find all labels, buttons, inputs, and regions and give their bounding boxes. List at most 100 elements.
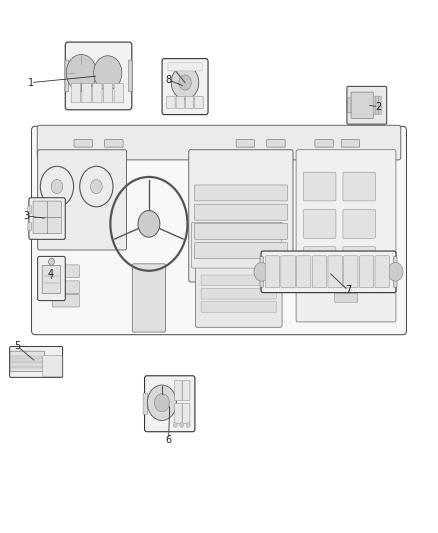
Bar (12, 356, 42, 359)
FancyBboxPatch shape (328, 256, 342, 288)
FancyBboxPatch shape (267, 140, 285, 147)
FancyBboxPatch shape (297, 256, 311, 288)
FancyBboxPatch shape (33, 201, 47, 217)
FancyBboxPatch shape (71, 83, 81, 103)
FancyBboxPatch shape (168, 63, 202, 71)
Text: 3: 3 (23, 211, 29, 221)
FancyBboxPatch shape (143, 393, 148, 415)
FancyBboxPatch shape (315, 140, 333, 147)
FancyBboxPatch shape (343, 172, 375, 201)
Circle shape (138, 211, 160, 237)
FancyBboxPatch shape (195, 96, 203, 108)
FancyBboxPatch shape (82, 83, 91, 103)
FancyBboxPatch shape (28, 206, 32, 213)
FancyBboxPatch shape (394, 256, 397, 287)
FancyBboxPatch shape (351, 92, 373, 118)
FancyBboxPatch shape (189, 150, 293, 282)
FancyBboxPatch shape (296, 264, 396, 322)
FancyBboxPatch shape (375, 256, 389, 288)
FancyBboxPatch shape (183, 403, 190, 424)
FancyBboxPatch shape (105, 140, 123, 147)
FancyBboxPatch shape (32, 126, 406, 335)
FancyBboxPatch shape (296, 150, 396, 282)
FancyBboxPatch shape (43, 356, 62, 377)
FancyBboxPatch shape (10, 346, 63, 377)
Circle shape (388, 263, 403, 281)
FancyBboxPatch shape (185, 96, 194, 108)
FancyBboxPatch shape (201, 302, 276, 312)
FancyBboxPatch shape (47, 201, 61, 217)
FancyBboxPatch shape (38, 256, 65, 301)
Circle shape (173, 423, 177, 427)
Text: 4: 4 (47, 270, 53, 279)
FancyBboxPatch shape (373, 96, 376, 115)
FancyBboxPatch shape (38, 150, 127, 250)
Circle shape (155, 393, 170, 412)
FancyBboxPatch shape (260, 256, 263, 287)
FancyBboxPatch shape (343, 209, 375, 238)
FancyBboxPatch shape (176, 96, 184, 108)
FancyBboxPatch shape (343, 247, 375, 276)
FancyBboxPatch shape (47, 217, 61, 234)
FancyBboxPatch shape (103, 83, 113, 103)
FancyBboxPatch shape (261, 251, 396, 293)
FancyBboxPatch shape (191, 222, 282, 268)
Text: 1: 1 (28, 78, 34, 87)
FancyBboxPatch shape (281, 256, 295, 288)
FancyBboxPatch shape (194, 204, 287, 220)
Bar (12, 361, 42, 364)
FancyBboxPatch shape (145, 376, 195, 432)
FancyBboxPatch shape (42, 265, 61, 294)
FancyBboxPatch shape (236, 140, 254, 147)
Circle shape (94, 56, 122, 90)
FancyBboxPatch shape (194, 185, 287, 201)
FancyBboxPatch shape (194, 243, 287, 259)
FancyBboxPatch shape (334, 294, 358, 302)
FancyBboxPatch shape (33, 217, 47, 234)
Text: 2: 2 (376, 102, 382, 111)
Text: 5: 5 (14, 342, 21, 351)
FancyBboxPatch shape (52, 294, 79, 307)
FancyBboxPatch shape (348, 98, 353, 113)
Circle shape (171, 66, 199, 99)
FancyBboxPatch shape (65, 60, 68, 92)
FancyBboxPatch shape (52, 265, 79, 278)
FancyBboxPatch shape (378, 96, 381, 115)
Text: 8: 8 (166, 75, 172, 85)
FancyBboxPatch shape (37, 125, 401, 160)
FancyBboxPatch shape (175, 381, 182, 401)
Circle shape (49, 258, 54, 265)
Bar (12, 366, 42, 368)
Circle shape (91, 180, 102, 193)
FancyBboxPatch shape (52, 281, 79, 294)
FancyBboxPatch shape (74, 140, 92, 147)
FancyBboxPatch shape (201, 275, 276, 286)
Circle shape (66, 54, 96, 91)
FancyBboxPatch shape (10, 351, 45, 372)
FancyBboxPatch shape (92, 83, 102, 103)
FancyBboxPatch shape (194, 223, 287, 239)
Circle shape (186, 423, 190, 427)
FancyBboxPatch shape (114, 83, 124, 103)
FancyBboxPatch shape (341, 140, 360, 147)
FancyBboxPatch shape (129, 60, 132, 92)
Circle shape (179, 75, 191, 90)
Circle shape (51, 180, 63, 193)
Circle shape (147, 385, 177, 421)
FancyBboxPatch shape (175, 403, 182, 424)
FancyBboxPatch shape (304, 247, 336, 276)
FancyBboxPatch shape (162, 59, 208, 115)
FancyBboxPatch shape (344, 256, 358, 288)
FancyBboxPatch shape (183, 381, 190, 401)
Circle shape (180, 423, 184, 427)
FancyBboxPatch shape (201, 288, 276, 299)
FancyBboxPatch shape (65, 42, 132, 110)
FancyBboxPatch shape (304, 209, 336, 238)
FancyBboxPatch shape (347, 86, 387, 124)
FancyBboxPatch shape (132, 264, 166, 332)
Text: 6: 6 (166, 435, 172, 445)
FancyBboxPatch shape (195, 262, 282, 327)
FancyBboxPatch shape (304, 172, 336, 201)
FancyBboxPatch shape (312, 256, 327, 288)
FancyBboxPatch shape (265, 256, 279, 288)
